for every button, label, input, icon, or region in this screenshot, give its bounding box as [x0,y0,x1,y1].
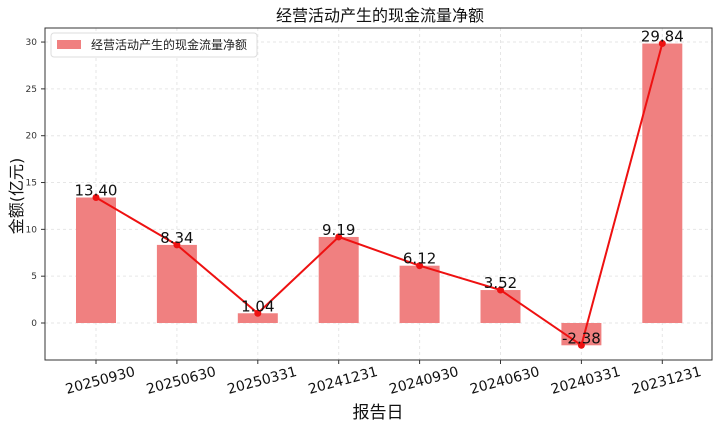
y-tick-label: 15 [26,179,37,189]
y-tick-label: 10 [26,225,38,235]
data-point [416,262,424,270]
data-label: 29.84 [641,28,684,46]
data-point [497,286,504,294]
data-point [92,194,100,202]
data-label: 8.34 [160,229,193,247]
bar [642,43,683,324]
y-tick-label: 30 [26,38,38,48]
y-tick-label: 25 [26,85,37,95]
x-tick-label: 20240630 [468,364,541,398]
legend: 经营活动产生的现金流量净额 [50,32,258,58]
bar [561,323,602,346]
bar [76,197,116,324]
data-point [254,309,262,317]
data-label: 9.19 [322,221,355,239]
data-label: 6.12 [403,250,436,268]
x-tick-label: 20240930 [387,364,460,398]
plot-frame [44,27,713,361]
legend-swatch [57,40,81,49]
bar [156,244,197,324]
series-line [95,43,664,347]
x-tick-label: 20250930 [64,364,137,398]
x-tick-label: 20250331 [226,364,299,398]
chart-title: 经营活动产生的现金流量净额 [276,6,484,25]
y-tick-label: 0 [31,319,37,329]
data-label: 13.40 [75,182,118,200]
legend-label: 经营活动产生的现金流量净额 [91,37,247,52]
y-tick-label: 20 [26,132,38,142]
bar [399,265,440,324]
data-label: -2.38 [562,329,601,347]
x-tick-label: 20250630 [145,364,218,398]
x-axis-label: 报告日 [353,403,404,423]
data-point [335,233,343,241]
bar [237,313,278,324]
bar [318,236,359,324]
x-tick-label: 20231231 [630,364,703,398]
x-tick-label: 20241231 [307,364,380,398]
bar [480,290,521,324]
data-point [658,40,666,48]
x-tick-label: 20240331 [549,364,622,398]
data-label: 3.52 [484,274,517,292]
data-label: 1.04 [241,297,274,315]
data-point [577,341,585,349]
y-tick-label: 5 [31,272,37,282]
y-axis-label: 金额(亿元) [7,158,26,235]
data-point [173,241,181,249]
